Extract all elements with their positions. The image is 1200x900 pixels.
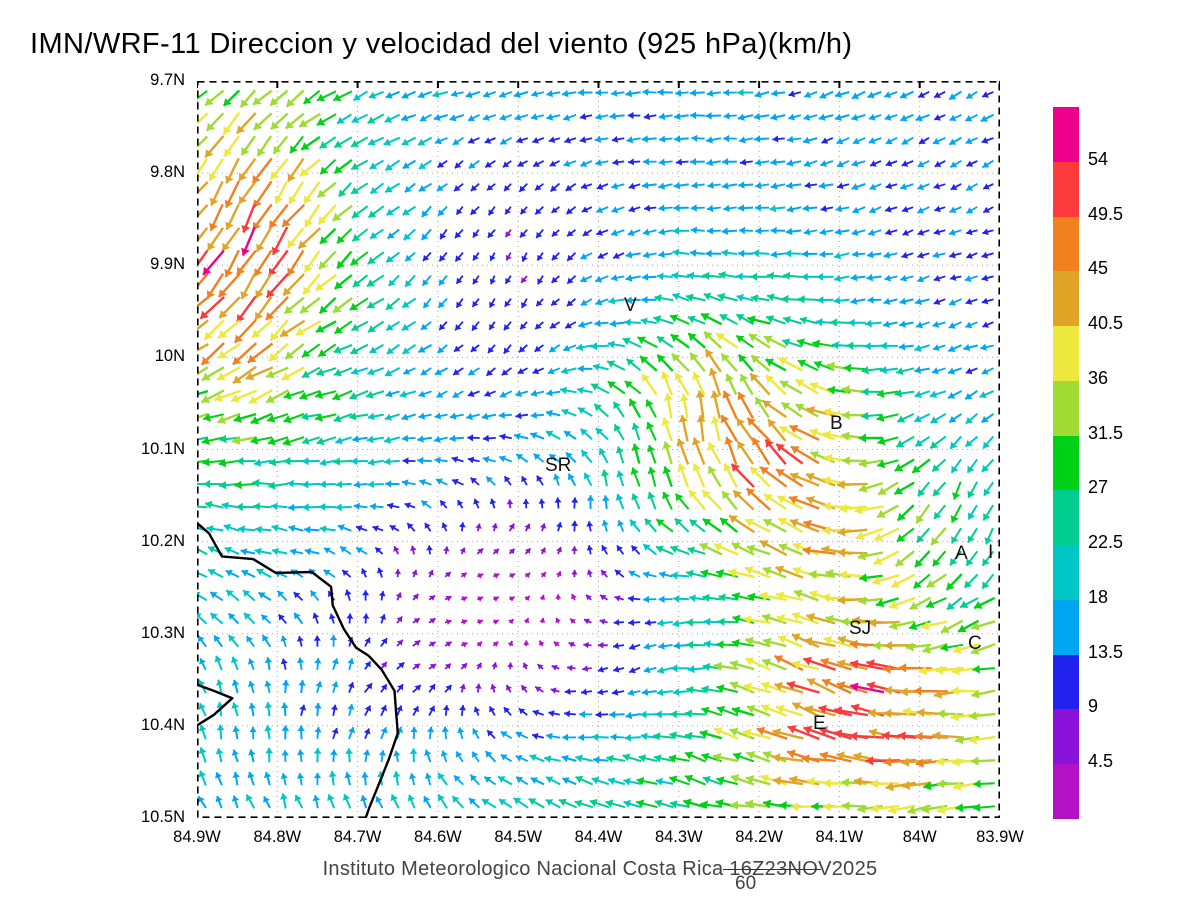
plot-frame: [197, 81, 1000, 818]
speed-colorbar: [1053, 107, 1079, 819]
x-axis-tick: 84.8W: [253, 828, 302, 846]
quiver-canvas: [197, 81, 1000, 818]
x-axis-tick: 84.1W: [815, 828, 864, 846]
x-axis-tick: 83.9W: [976, 828, 1024, 846]
y-axis-tick: 9.9N: [150, 255, 185, 274]
x-axis-tick: 84.2W: [735, 828, 783, 846]
colorbar-tick: 18: [1088, 586, 1109, 607]
colorbar-tick: 31.5: [1088, 422, 1124, 443]
colorbar-band: [1053, 271, 1079, 327]
colorbar-band: [1053, 216, 1079, 272]
y-axis-tick: 10N: [154, 347, 185, 366]
x-axis-tick: 84.6W: [414, 828, 462, 846]
station-label-b: B: [830, 413, 843, 434]
colorbar-band: [1053, 764, 1079, 819]
colorbar-tick: 54: [1088, 148, 1109, 169]
x-axis-tick: 84.7W: [333, 828, 382, 846]
wind-arrows: [197, 88, 996, 815]
station-label-a: A: [955, 543, 968, 564]
station-label-v: V: [624, 295, 637, 316]
x-axis-tick: 84W: [902, 828, 937, 846]
station-label-e: E: [813, 713, 826, 734]
y-axis-tick: 10.3N: [140, 623, 185, 642]
x-axis-tick: 84.5W: [494, 828, 543, 846]
x-axis-tick: 84.4W: [574, 828, 623, 846]
coastline: [197, 521, 400, 818]
colorbar-band: [1053, 326, 1079, 381]
footer-credit: Instituto Meteorologico Nacional Costa R…: [322, 858, 878, 880]
x-axis-tick: 84.3W: [654, 828, 703, 846]
y-axis-tick: 9.8N: [150, 163, 185, 182]
reference-vector-arrow: [723, 869, 821, 870]
colorbar-tick: 13.5: [1088, 641, 1124, 662]
colorbar-tick: 27: [1088, 477, 1109, 498]
station-label-c: C: [968, 633, 982, 654]
colorbar-band: [1053, 380, 1079, 436]
colorbar-tick: 49.5: [1088, 203, 1124, 224]
colorbar-band: [1053, 709, 1079, 765]
colorbar-band: [1053, 161, 1079, 217]
colorbar-band: [1053, 545, 1079, 600]
colorbar-tick: 4.5: [1088, 751, 1114, 772]
y-axis-tick: 10.5N: [140, 808, 185, 826]
wind-vector-plot: [197, 81, 1000, 818]
y-axis-tick: 9.7N: [150, 71, 185, 89]
x-axis-tick: 84.9W: [173, 828, 221, 846]
colorbar-tick: 9: [1088, 696, 1099, 717]
colorbar-tick: 22.5: [1088, 532, 1124, 553]
colorbar-band: [1053, 107, 1079, 162]
station-label-sj: SJ: [849, 618, 872, 639]
colorbar-band: [1053, 654, 1079, 710]
page-title: IMN/WRF-11 Direccion y velocidad del vie…: [30, 28, 853, 60]
colorbar-tick: 45: [1088, 258, 1109, 279]
station-label-i: I: [988, 542, 994, 563]
y-axis-tick: 10.4N: [140, 715, 185, 734]
station-label-sr: SR: [545, 455, 572, 476]
reference-vector-label: 60: [735, 873, 757, 894]
colorbar-band: [1053, 435, 1079, 491]
y-axis-tick: 10.2N: [140, 531, 185, 550]
colorbar-tick: 36: [1088, 367, 1109, 388]
colorbar-band: [1053, 599, 1079, 655]
y-axis-tick: 10.1N: [140, 439, 185, 458]
colorbar-band: [1053, 490, 1079, 546]
colorbar-tick: 40.5: [1088, 313, 1124, 334]
